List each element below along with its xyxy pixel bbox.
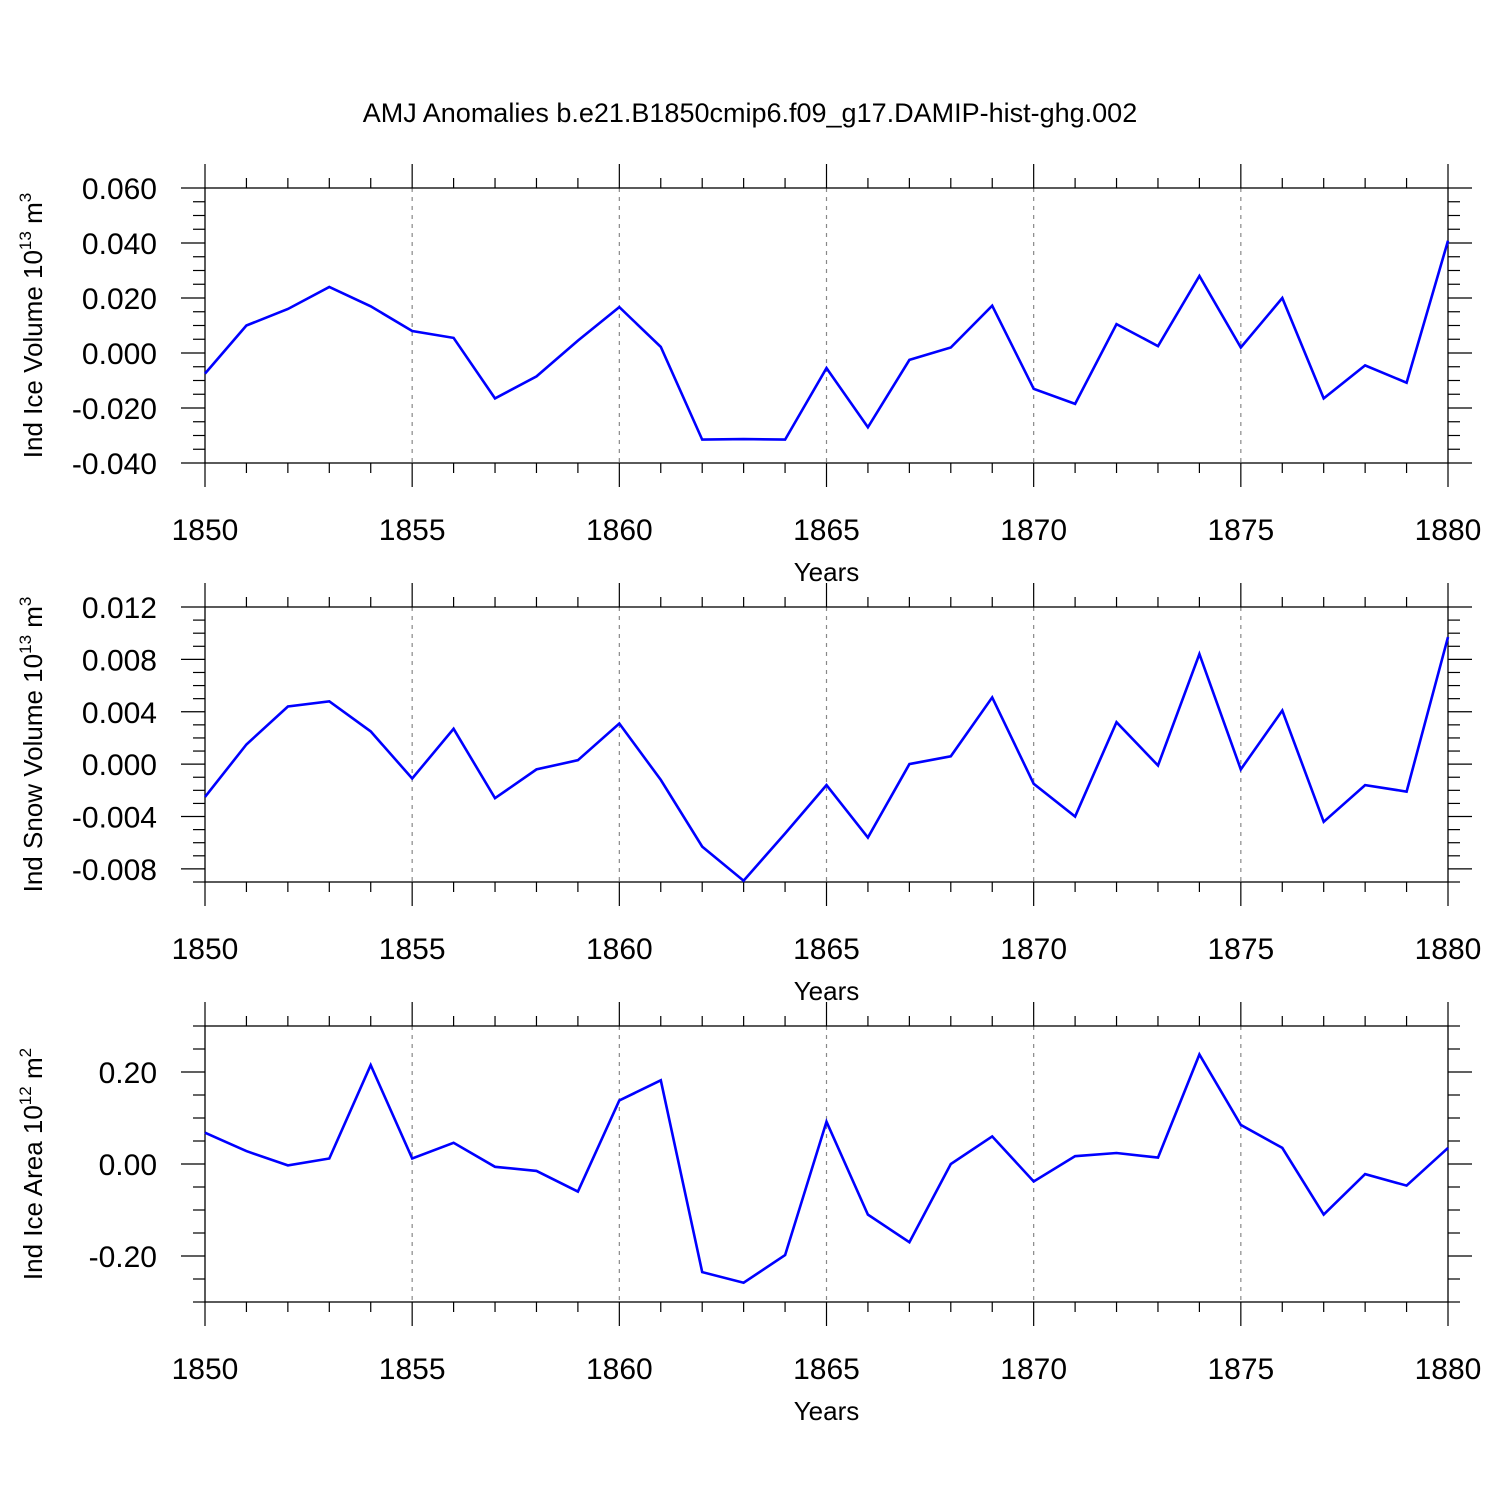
- y-axis-label: Ind Ice Area 1012 m2: [16, 1048, 48, 1280]
- x-tick-label: 1870: [1000, 933, 1067, 966]
- y-tick-label: -0.020: [72, 393, 157, 426]
- x-axis-label: Years: [794, 976, 860, 1006]
- y-tick-label: 0.008: [82, 644, 157, 677]
- x-tick-label: 1855: [379, 514, 446, 547]
- x-tick-label: 1850: [172, 933, 239, 966]
- series-line: [204, 240, 1450, 441]
- chart-panel-2: 1850 1855 1860 1865 1870 1875 1880 0.012 0.008 0.…: [16, 583, 1481, 1006]
- x-axis-label: Years: [794, 1396, 860, 1426]
- y-axis-label: Ind Snow Volume 1013 m3: [16, 597, 48, 893]
- y-tick-label: 0.060: [82, 173, 157, 206]
- y-tick-label: 0.012: [82, 592, 157, 625]
- x-tick-label: 1875: [1207, 933, 1274, 966]
- x-tick-label: 1865: [793, 1353, 860, 1386]
- x-tick-label: 1860: [586, 1353, 653, 1386]
- x-tick-label: 1880: [1415, 933, 1482, 966]
- x-tick-label: 1875: [1207, 514, 1274, 547]
- chart-panel-3: 1850 1855 1860 1865 1870 1875 1880 0.20 0.00 -0.2…: [16, 1002, 1481, 1426]
- y-tick-label: 0.004: [82, 697, 157, 730]
- x-tick-label: 1865: [793, 514, 860, 547]
- x-tick-label: 1870: [1000, 1353, 1067, 1386]
- y-tick-label: -0.004: [72, 802, 157, 835]
- x-tick-label: 1860: [586, 514, 653, 547]
- series-line: [203, 636, 1450, 883]
- x-tick-label: 1850: [172, 514, 239, 547]
- x-tick-label: 1880: [1415, 514, 1482, 547]
- x-axis-label: Years: [794, 557, 860, 587]
- x-tick-label: 1875: [1207, 1353, 1274, 1386]
- x-tick-label: 1880: [1415, 1353, 1482, 1386]
- y-tick-label: -0.040: [72, 448, 157, 481]
- figure-title: AMJ Anomalies b.e21.B1850cmip6.f09_g17.D…: [362, 98, 1138, 128]
- y-tick-label: -0.20: [89, 1241, 157, 1274]
- y-axis-label: Ind Ice Volume 1013 m3: [16, 193, 48, 458]
- y-tick-label: 0.000: [82, 749, 157, 782]
- x-tick-label: 1870: [1000, 514, 1067, 547]
- x-tick-label: 1850: [172, 1353, 239, 1386]
- x-tick-label: 1855: [379, 933, 446, 966]
- y-tick-label: 0.040: [82, 228, 157, 261]
- y-tick-label: 0.00: [99, 1149, 157, 1182]
- x-tick-label: 1860: [586, 933, 653, 966]
- y-tick-label: 0.000: [82, 338, 157, 371]
- y-tick-label: 0.020: [82, 283, 157, 316]
- chart-panel-1: 1850 1855 1860 1865 1870 1875 1880 0.060 0.040 0.…: [16, 164, 1481, 587]
- series-line: [204, 1051, 1449, 1285]
- x-tick-label: 1855: [379, 1353, 446, 1386]
- y-tick-label: -0.008: [72, 854, 157, 887]
- y-tick-label: 0.20: [99, 1057, 157, 1090]
- x-tick-label: 1865: [793, 933, 860, 966]
